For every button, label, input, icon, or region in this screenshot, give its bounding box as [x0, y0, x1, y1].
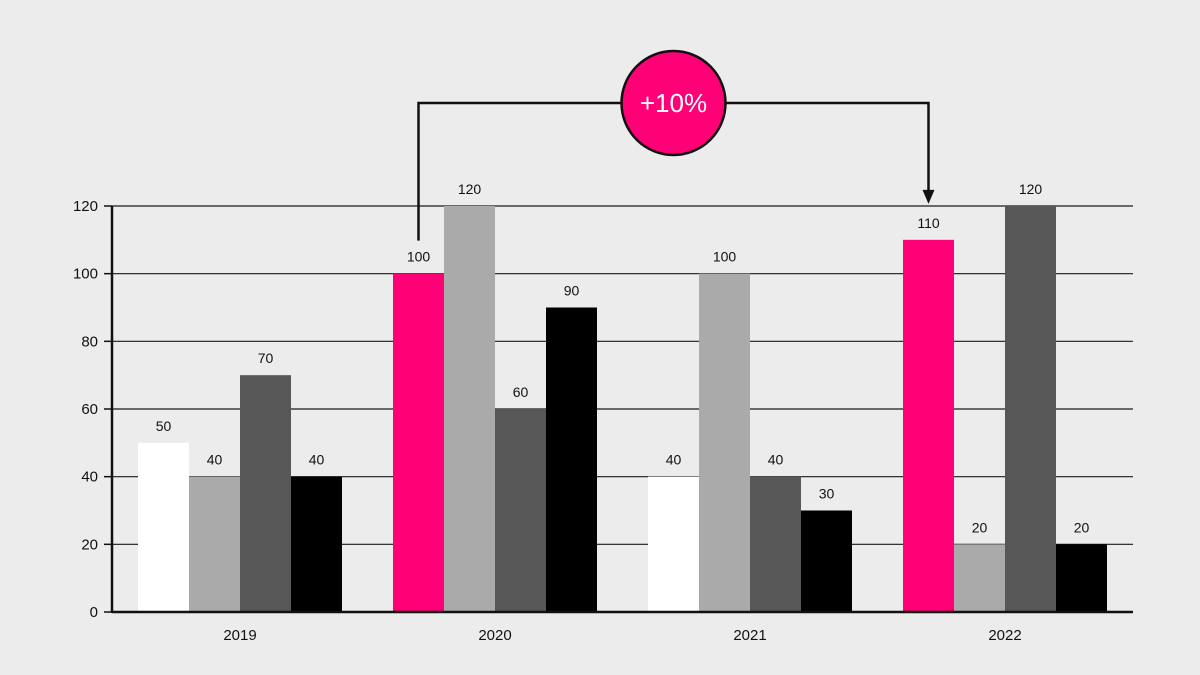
data-label: 40	[207, 452, 223, 468]
bar	[648, 476, 699, 612]
bar	[240, 375, 291, 612]
data-label: 30	[819, 486, 835, 502]
data-label: 100	[713, 249, 737, 265]
data-label: 70	[258, 350, 274, 366]
bar	[291, 476, 342, 612]
x-category-label: 2021	[733, 627, 766, 644]
data-label: 120	[1019, 181, 1043, 197]
data-label: 50	[156, 418, 172, 434]
data-label: 40	[309, 452, 325, 468]
y-tick-label: 60	[81, 401, 98, 418]
bar	[750, 476, 801, 612]
y-tick-label: 0	[90, 604, 98, 621]
bar	[1005, 206, 1056, 612]
y-tick-label: 40	[81, 469, 98, 486]
growth-badge	[620, 49, 727, 157]
bars	[138, 206, 1107, 613]
axes	[104, 205, 1133, 614]
x-category-label: 2019	[223, 627, 256, 644]
y-tick-label: 80	[81, 333, 98, 350]
bar	[444, 206, 495, 612]
data-label: 60	[513, 384, 529, 400]
data-label: 20	[972, 519, 988, 535]
y-tick-label: 120	[73, 198, 98, 215]
x-category-label: 2020	[478, 627, 511, 644]
bar	[393, 273, 444, 612]
data-label: 100	[407, 249, 431, 265]
y-tick-label: 20	[81, 536, 98, 553]
bar	[801, 510, 852, 612]
growth-badge-text: +10%	[640, 88, 707, 118]
growth-annotation: +10%	[417, 49, 935, 241]
bar	[699, 273, 750, 612]
data-label: 120	[458, 181, 482, 197]
bar	[954, 544, 1005, 612]
bar	[546, 307, 597, 612]
bar	[138, 442, 189, 612]
bar	[903, 239, 954, 613]
data-label: 40	[666, 452, 682, 468]
data-label: 110	[917, 215, 940, 231]
bar	[189, 476, 240, 612]
data-label: 40	[768, 452, 784, 468]
y-tick-label: 100	[73, 266, 98, 283]
annotation-arrowhead	[922, 189, 935, 204]
labels: 0 20 40 60 80 100 120 50 100 40 110 40 120 100 20 70 60 4…	[73, 181, 1090, 644]
bar	[495, 409, 546, 612]
data-label: 90	[564, 283, 580, 299]
bar	[1056, 544, 1107, 612]
x-category-label: 2022	[988, 627, 1021, 644]
data-label: 20	[1074, 519, 1090, 535]
